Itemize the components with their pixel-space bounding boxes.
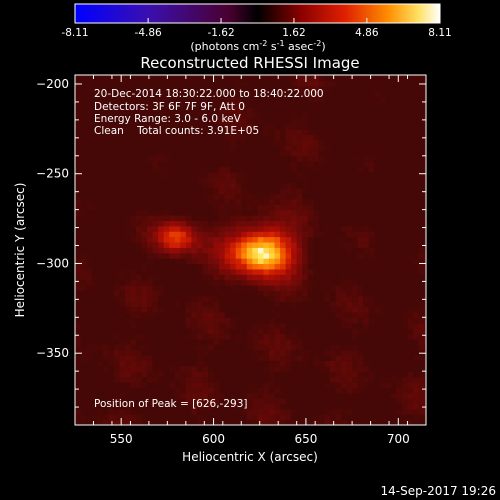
y-tick-label: −300 bbox=[36, 256, 69, 270]
chart-title: Reconstructed RHESSI Image bbox=[140, 54, 359, 72]
info-time: 20-Dec-2014 18:30:22.000 to 18:40:22.000 bbox=[94, 88, 324, 100]
y-tick-label: −350 bbox=[36, 346, 69, 360]
plot-frame bbox=[74, 74, 427, 426]
colorbar-tick-label: -1.62 bbox=[207, 27, 234, 39]
colorbar-ticks: -8.11 -4.86 -1.62 1.62 4.86 8.11 bbox=[61, 18, 452, 39]
x-tick-label: 700 bbox=[387, 432, 410, 446]
info-clean: Clean Total counts: 3.91E+05 bbox=[94, 125, 259, 137]
colorbar-tick-label: 1.62 bbox=[282, 27, 305, 39]
y-axis-ticks: −200 −250 −300 −350 bbox=[36, 77, 426, 426]
y-axis-label: Heliocentric Y (arcsec) bbox=[13, 183, 27, 318]
info-detectors: Detectors: 3F 6F 7F 9F, Att 0 bbox=[94, 101, 245, 113]
y-tick-label: −200 bbox=[36, 77, 69, 91]
footer-timestamp: 14-Sep-2017 19:26 bbox=[381, 484, 496, 498]
x-tick-label: 650 bbox=[294, 432, 317, 446]
colorbar-tick-label: -4.86 bbox=[135, 27, 162, 39]
x-axis-ticks: 550 600 650 700 bbox=[74, 75, 427, 446]
x-tick-label: 600 bbox=[202, 432, 225, 446]
colorbar bbox=[74, 3, 441, 24]
heatmap-image bbox=[75, 75, 426, 425]
colorbar-tick-label: -8.11 bbox=[61, 27, 88, 39]
x-axis-label: Heliocentric X (arcsec) bbox=[182, 450, 318, 464]
y-tick-label: −250 bbox=[36, 167, 69, 181]
colorbar-tick-label: 4.86 bbox=[355, 27, 379, 39]
colorbar-tick-label: 8.11 bbox=[428, 27, 451, 39]
colorbar-units: (photons cm-2 s-1 asec-2) bbox=[190, 39, 325, 53]
x-tick-label: 550 bbox=[110, 432, 133, 446]
peak-position: Position of Peak = [626,-293] bbox=[94, 398, 248, 410]
info-energy: Energy Range: 3.0 - 6.0 keV bbox=[94, 113, 242, 125]
observation-info: 20-Dec-2014 18:30:22.000 to 18:40:22.000… bbox=[94, 88, 324, 137]
